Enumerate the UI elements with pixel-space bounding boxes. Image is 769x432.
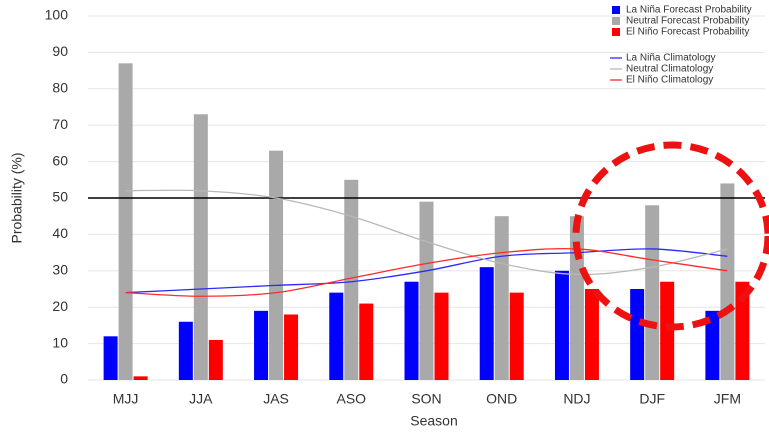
x-tick-label: ASO — [336, 391, 366, 407]
x-axis-label: Season — [410, 413, 457, 429]
bar — [404, 281, 419, 380]
y-tick-label: 0 — [60, 371, 68, 387]
climatology-line — [125, 248, 728, 294]
y-axis-label: Probability (%) — [9, 152, 25, 243]
bar — [645, 205, 660, 380]
bar — [479, 267, 494, 380]
y-tick-label: 100 — [45, 7, 69, 23]
y-tick-label: 70 — [52, 116, 68, 132]
x-tick-label: NDJ — [563, 391, 590, 407]
y-tick-label: 30 — [52, 262, 68, 278]
bar — [254, 310, 269, 380]
x-tick-label: JFM — [714, 391, 741, 407]
y-tick-label: 20 — [52, 298, 68, 314]
bar — [344, 179, 359, 380]
x-tick-label: JAS — [263, 391, 289, 407]
legend-swatch — [612, 17, 620, 25]
legend-label: Neutral Climatology — [626, 64, 713, 75]
bar — [103, 336, 118, 380]
bar — [284, 314, 299, 380]
bar — [434, 292, 449, 380]
legend-label: La Niña Climatology — [626, 53, 716, 64]
y-tick-label: 50 — [52, 189, 68, 205]
bar — [720, 183, 735, 380]
y-tick-label: 80 — [52, 80, 68, 96]
bar — [193, 114, 208, 380]
x-tick-label: SON — [411, 391, 441, 407]
legend-swatch — [612, 28, 620, 36]
bar — [419, 201, 434, 380]
bar — [329, 292, 344, 380]
bar — [584, 289, 599, 380]
bar — [630, 289, 645, 380]
bar — [660, 281, 675, 380]
bar — [133, 376, 148, 380]
bar — [705, 310, 720, 380]
legend-label: El Niño Climatology — [626, 75, 713, 86]
bar — [494, 216, 509, 380]
x-tick-label: OND — [486, 391, 517, 407]
bar — [554, 270, 569, 380]
bar — [735, 281, 750, 380]
y-tick-label: 40 — [52, 225, 68, 241]
bar — [569, 216, 584, 380]
bar — [178, 321, 193, 380]
bar — [118, 63, 133, 380]
bar — [509, 292, 524, 380]
x-tick-label: JJA — [189, 391, 213, 407]
legend-swatch — [612, 6, 620, 14]
climatology-line — [125, 248, 728, 297]
x-tick-label: DJF — [639, 391, 665, 407]
y-tick-label: 90 — [52, 43, 68, 59]
y-tick-label: 10 — [52, 334, 68, 350]
legend-label: La Niña Forecast Probability — [626, 5, 752, 16]
highlight-circle — [572, 141, 769, 331]
climatology-line — [125, 189, 728, 276]
legend-label: Neutral Forecast Probability — [626, 16, 749, 27]
bar — [359, 303, 374, 380]
bar — [208, 339, 223, 380]
y-tick-label: 60 — [52, 152, 68, 168]
bar — [269, 150, 284, 380]
x-tick-label: MJJ — [113, 391, 139, 407]
legend-label: El Niño Forecast Probability — [626, 27, 749, 38]
